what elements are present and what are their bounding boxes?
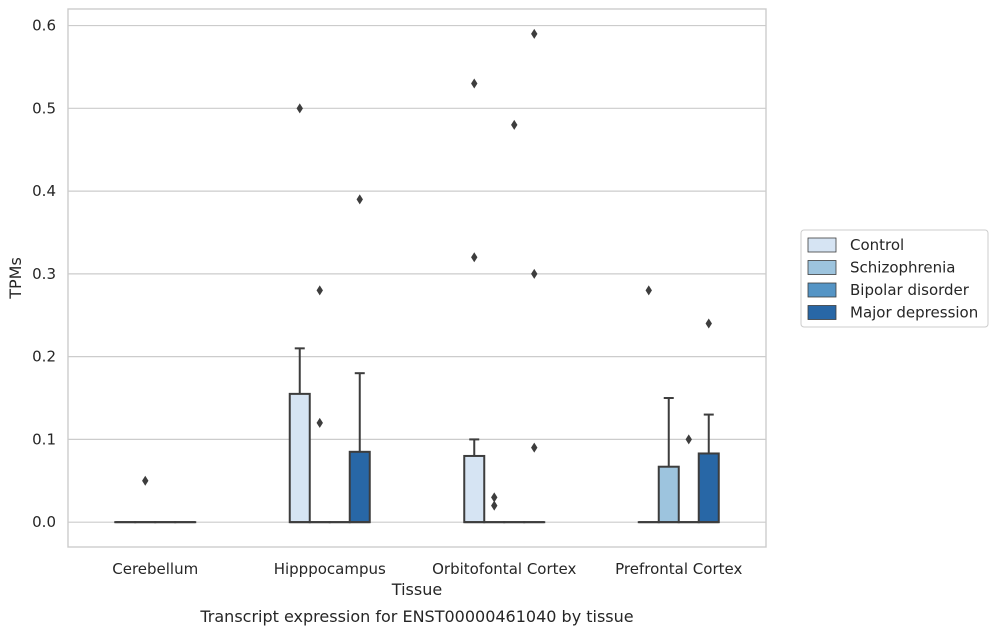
legend-label: Schizophrenia <box>850 259 955 277</box>
y-tick-label: 0.2 <box>32 348 56 366</box>
outlier-point <box>531 443 537 453</box>
y-tick-label: 0.1 <box>32 430 56 448</box>
box <box>464 456 484 522</box>
outlier-point <box>531 269 537 279</box>
x-axis-label: Tissue <box>391 580 442 599</box>
legend-label: Bipolar disorder <box>850 281 970 299</box>
outlier-point <box>686 434 692 444</box>
x-tick-label: Orbitofontal Cortex <box>432 560 576 578</box>
outlier-point <box>706 319 712 329</box>
box <box>659 467 679 522</box>
box-plot <box>699 319 719 523</box>
outlier-point <box>531 29 537 39</box>
box <box>290 394 310 522</box>
box-plot <box>524 29 544 522</box>
box <box>699 453 719 522</box>
chart-title: Transcript expression for ENST0000046104… <box>199 607 633 626</box>
outlier-point <box>317 418 323 428</box>
outlier-point <box>471 78 477 88</box>
box-plot <box>290 103 310 522</box>
box-plot <box>484 492 504 522</box>
outlier-point <box>317 285 323 295</box>
y-tick-label: 0.6 <box>32 17 56 35</box>
outlier-point <box>471 252 477 262</box>
box-plot <box>310 285 330 522</box>
box <box>350 452 370 522</box>
x-tick-label: Prefrontal Cortex <box>615 560 742 578</box>
legend-swatch <box>808 238 836 252</box>
box-plot <box>504 120 524 522</box>
box-plot <box>659 398 679 522</box>
box-plot <box>639 285 659 522</box>
legend-label: Major depression <box>850 304 978 322</box>
outlier-point <box>142 476 148 486</box>
y-tick-label: 0.0 <box>32 513 56 531</box>
y-axis-label: TPMs <box>6 257 25 300</box>
legend-swatch <box>808 283 836 297</box>
outlier-point <box>491 501 497 511</box>
box-plot <box>135 476 155 522</box>
box-plot <box>464 78 484 522</box>
legend-swatch <box>808 261 836 275</box>
x-tick-labels: Cerebellum Hipppocampus Orbitofontal Corte… <box>112 560 742 578</box>
outlier-point <box>297 103 303 113</box>
legend-label: Control <box>850 236 904 254</box>
box-plot <box>350 194 370 522</box>
grid-layer <box>68 26 766 523</box>
outlier-point <box>646 285 652 295</box>
y-tick-label: 0.4 <box>32 182 56 200</box>
y-tick-labels: 0.0 0.1 0.2 0.3 0.4 0.5 0.6 <box>32 17 56 532</box>
y-tick-label: 0.3 <box>32 265 56 283</box>
box-layer <box>115 29 719 522</box>
x-tick-label: Cerebellum <box>112 560 198 578</box>
outlier-point <box>511 120 517 130</box>
box-plot <box>679 434 699 522</box>
legend-swatch <box>808 306 836 320</box>
y-tick-label: 0.5 <box>32 99 56 117</box>
legend: Control Schizophrenia Bipolar disorder Majo… <box>801 230 988 327</box>
x-tick-label: Hipppocampus <box>274 560 386 578</box>
outlier-point <box>357 194 363 204</box>
